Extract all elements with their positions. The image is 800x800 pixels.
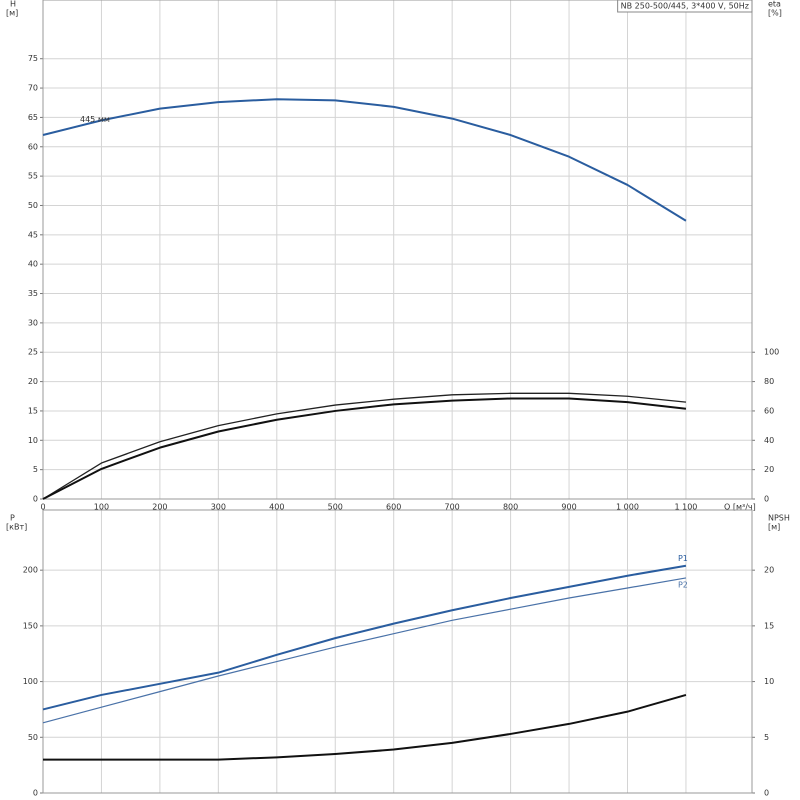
y2-tick-label: 10 bbox=[764, 677, 774, 686]
y2-tick-label: 20 bbox=[764, 465, 774, 474]
y-axis-label: P bbox=[10, 514, 15, 523]
y-axis-unit: [кВт] bbox=[6, 523, 27, 532]
x-tick-label: 0 bbox=[40, 503, 45, 512]
x-tick-label: 600 bbox=[386, 503, 401, 512]
curve-label: P2 bbox=[678, 580, 688, 589]
y2-tick-label: 40 bbox=[764, 436, 774, 445]
y-tick-label: 20 bbox=[28, 377, 38, 386]
y-tick-label: 75 bbox=[28, 54, 38, 63]
y-tick-label: 65 bbox=[28, 113, 38, 122]
y2-tick-label: 100 bbox=[764, 348, 779, 357]
curve bbox=[42, 577, 687, 724]
y2-tick-label: 80 bbox=[764, 377, 774, 386]
y-tick-label: 150 bbox=[23, 621, 38, 630]
x-tick-label: 800 bbox=[503, 503, 518, 512]
y2-axis-label: NPSH bbox=[768, 514, 790, 523]
y-tick-label: 0 bbox=[33, 495, 38, 504]
curve bbox=[42, 392, 687, 500]
curve-annotation: 445 мм bbox=[80, 115, 110, 124]
y-axis-unit: [м] bbox=[6, 9, 18, 18]
plot-frame bbox=[42, 509, 753, 794]
y-tick-label: 25 bbox=[28, 348, 38, 357]
x-tick-label: 300 bbox=[211, 503, 226, 512]
x-tick-label: 100 bbox=[94, 503, 109, 512]
x-axis-label: Q [м³/ч] bbox=[724, 503, 756, 512]
curve-label: P1 bbox=[678, 554, 688, 563]
curve bbox=[42, 564, 687, 711]
x-tick-label: 700 bbox=[445, 503, 460, 512]
y-tick-label: 45 bbox=[28, 230, 38, 239]
x-tick-label: 500 bbox=[328, 503, 343, 512]
y2-tick-label: 0 bbox=[764, 789, 769, 798]
x-tick-label: 1 000 bbox=[616, 503, 639, 512]
chart-title: NB 250-500/445, 3*400 V, 50Hz bbox=[621, 2, 749, 11]
y2-tick-label: 0 bbox=[764, 495, 769, 504]
y-tick-label: 50 bbox=[28, 733, 38, 742]
title-box bbox=[617, 0, 753, 13]
y-tick-label: 50 bbox=[28, 201, 38, 210]
y-tick-label: 100 bbox=[23, 677, 38, 686]
y-tick-label: 70 bbox=[28, 84, 38, 93]
y2-tick-label: 5 bbox=[764, 733, 769, 742]
y2-tick-label: 20 bbox=[764, 566, 774, 575]
y-tick-label: 5 bbox=[33, 465, 38, 474]
x-tick-label: 1 100 bbox=[674, 503, 697, 512]
curve bbox=[42, 98, 687, 222]
y-tick-label: 15 bbox=[28, 406, 38, 415]
y-tick-label: 60 bbox=[28, 142, 38, 151]
x-tick-label: 200 bbox=[152, 503, 167, 512]
y-tick-label: 10 bbox=[28, 436, 38, 445]
x-tick-label: 900 bbox=[561, 503, 576, 512]
y-axis-label: H bbox=[10, 0, 16, 9]
y2-tick-label: 15 bbox=[764, 621, 774, 630]
y2-axis-label: eta bbox=[768, 0, 781, 9]
y2-axis-unit: [м] bbox=[768, 523, 780, 532]
y-tick-label: 200 bbox=[23, 566, 38, 575]
y-tick-label: 55 bbox=[28, 172, 38, 181]
y2-axis-unit: [%] bbox=[768, 9, 782, 18]
y-tick-label: 0 bbox=[33, 789, 38, 798]
plot-frame bbox=[42, 0, 753, 500]
y-tick-label: 35 bbox=[28, 289, 38, 298]
curve bbox=[42, 397, 687, 500]
y-tick-label: 30 bbox=[28, 318, 38, 327]
curve bbox=[43, 693, 687, 761]
y2-tick-label: 60 bbox=[764, 406, 774, 415]
y-tick-label: 40 bbox=[28, 260, 38, 269]
x-tick-label: 400 bbox=[269, 503, 284, 512]
